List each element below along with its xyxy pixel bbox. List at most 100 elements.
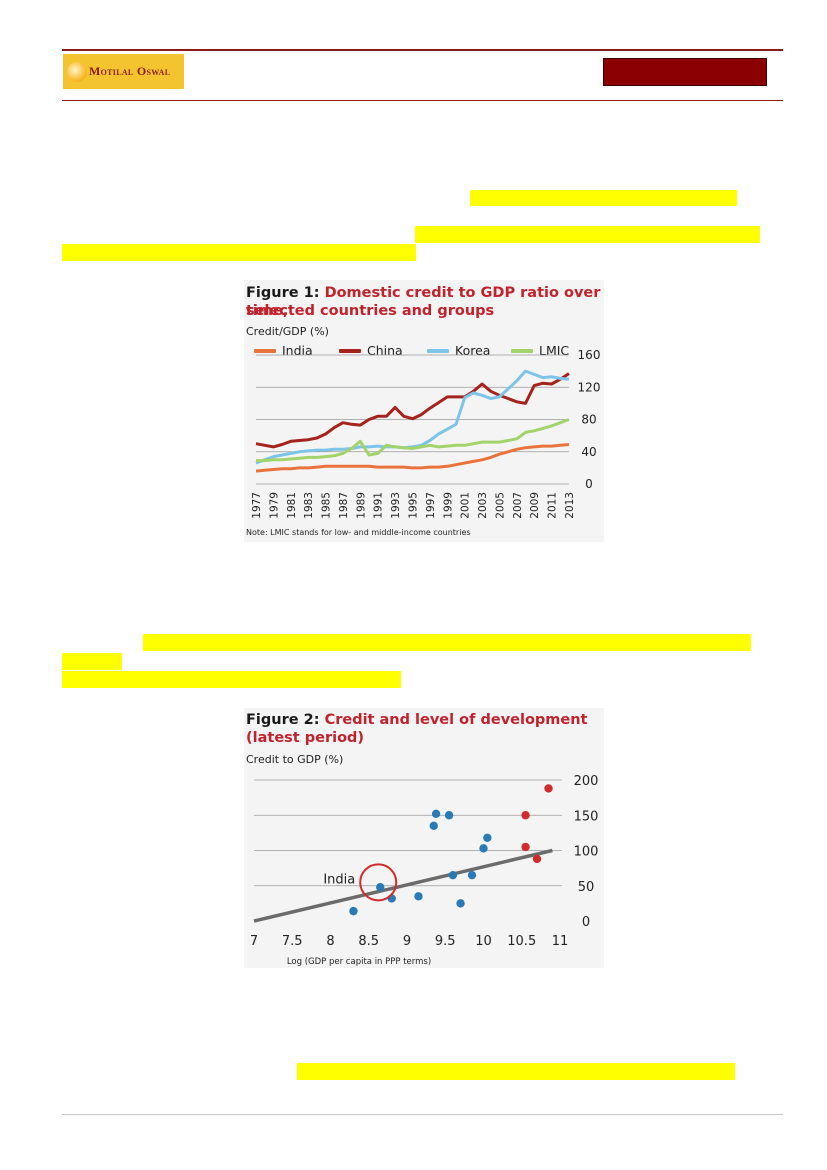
data-point xyxy=(467,870,477,880)
credit-gdp-line-chart: 0 40 80 120 160 1977 1979 1981 1983 1985 1987 1989 1… xyxy=(251,348,601,519)
x-tick-label: 1987 xyxy=(338,492,350,519)
series-line-lmic xyxy=(256,418,570,463)
data-point xyxy=(544,784,553,793)
logo-text: Motilal Oswal xyxy=(89,64,171,78)
highlight-bar xyxy=(415,226,760,243)
y-unit-label: Credit to GDP (%) xyxy=(246,753,344,766)
figure-1-title-2: selected countries and groups xyxy=(246,302,494,320)
x-tick-label: 1993 xyxy=(390,492,402,519)
data-point xyxy=(448,870,458,880)
x-tick-label: 9 xyxy=(403,934,411,949)
x-tick-label: 2001 xyxy=(460,492,472,519)
data-point xyxy=(431,809,441,819)
figure-title-line2: (latest period) xyxy=(246,730,365,746)
data-point xyxy=(444,811,454,820)
trend-line xyxy=(253,848,553,923)
y-tick-label: 160 xyxy=(578,348,601,362)
x-tick-label: 1989 xyxy=(355,492,367,519)
data-point xyxy=(414,892,423,901)
x-tick-label: 7 xyxy=(250,934,258,949)
legend-label: LMIC xyxy=(539,343,570,358)
legend-swatch xyxy=(254,348,276,353)
x-tick-label: 8.5 xyxy=(358,934,379,949)
y-tick-label: 0 xyxy=(582,915,590,930)
figure-2-title-2: (latest period) xyxy=(246,729,364,747)
x-tick-label: 2011 xyxy=(547,492,559,519)
y-tick-label: 200 xyxy=(574,774,599,789)
x-tick-label: 2009 xyxy=(529,492,541,519)
x-tick-label: 1997 xyxy=(425,492,437,519)
x-tick-label: 2007 xyxy=(512,492,524,519)
series-line-china xyxy=(255,372,570,449)
highlight-bar xyxy=(62,244,416,261)
x-tick-label: 1995 xyxy=(408,492,420,519)
figure-2-title: Figure 2: Credit and level of developmen… xyxy=(246,711,588,729)
highlight-bar xyxy=(62,653,122,670)
sun-icon xyxy=(67,61,87,82)
x-tick-label: 11 xyxy=(552,934,569,949)
y-tick-label: 100 xyxy=(574,845,599,860)
legend-swatch xyxy=(511,348,533,353)
x-tick-label: 1977 xyxy=(251,492,263,519)
x-tick-label: 1999 xyxy=(442,492,454,519)
header-bottom-rule xyxy=(62,100,783,101)
legend-label: China xyxy=(367,343,403,358)
data-point xyxy=(532,854,542,864)
figure-title-line1: Credit and level of development xyxy=(324,712,588,728)
x-tick-label: 1991 xyxy=(373,492,385,519)
y-tick-label: 50 xyxy=(578,880,595,895)
figure-title-line2: selected countries and groups xyxy=(246,303,495,319)
y-unit-label: Credit/GDP (%) xyxy=(246,325,329,338)
x-tick-label: 1985 xyxy=(321,492,333,519)
legend-item: LMIC xyxy=(511,343,569,358)
section-label-box xyxy=(603,58,767,86)
y-tick-label: 150 xyxy=(574,809,599,824)
x-tick-label: 1983 xyxy=(303,492,315,519)
legend-swatch xyxy=(427,348,449,353)
x-tick-label: 2005 xyxy=(494,492,506,519)
highlight-bar xyxy=(62,671,401,688)
figure-number: Figure 1: xyxy=(246,285,320,301)
figure-note: Note: LMIC stands for low- and middle-in… xyxy=(246,528,471,537)
x-tick-label: 1979 xyxy=(268,492,280,519)
legend-item: India xyxy=(254,343,313,358)
x-tick-label: 7.5 xyxy=(282,934,303,949)
highlight-bar xyxy=(143,634,751,651)
highlight-bar xyxy=(297,1063,735,1080)
india-label: India xyxy=(323,872,355,887)
figure-title-line1: Domestic credit to GDP ratio over time, xyxy=(246,285,601,319)
legend-swatch xyxy=(339,348,361,353)
legend-item: China xyxy=(339,343,403,358)
figure-1-title: Figure 1: Domestic credit to GDP ratio o… xyxy=(246,284,604,320)
figure-number: Figure 2: xyxy=(246,712,320,728)
x-tick-label: 1981 xyxy=(286,492,298,519)
header-top-rule xyxy=(62,49,783,51)
x-tick-label: 2003 xyxy=(477,492,489,519)
data-point xyxy=(429,821,438,831)
series-line-korea xyxy=(255,369,570,465)
data-point xyxy=(521,811,530,820)
x-tick-label: 8 xyxy=(326,934,334,949)
y-tick-label: 80 xyxy=(581,413,596,427)
data-point xyxy=(456,899,465,908)
footer-rule xyxy=(62,1114,783,1115)
highlight-bar xyxy=(470,190,737,206)
data-point xyxy=(483,833,492,843)
data-point xyxy=(349,906,358,916)
data-point xyxy=(521,842,530,852)
x-tick-label: 2013 xyxy=(564,492,576,519)
x-tick-label: 9.5 xyxy=(435,934,456,949)
y-tick-label: 40 xyxy=(581,445,596,459)
legend-label: Korea xyxy=(455,343,491,358)
y-tick-label: 0 xyxy=(585,477,593,491)
company-logo: Motilal Oswal xyxy=(63,54,184,89)
data-point xyxy=(479,844,488,853)
legend-item: Korea xyxy=(427,343,490,358)
legend-label: India xyxy=(282,343,313,358)
figure-2: Figure 2: Credit and level of developmen… xyxy=(244,708,604,968)
series-line-india xyxy=(255,443,570,473)
figure-1: Figure 1: Domestic credit to GDP ratio o… xyxy=(244,280,604,542)
data-point xyxy=(376,882,385,892)
y-tick-label: 120 xyxy=(578,380,601,394)
x-tick-label: 10 xyxy=(475,934,492,949)
